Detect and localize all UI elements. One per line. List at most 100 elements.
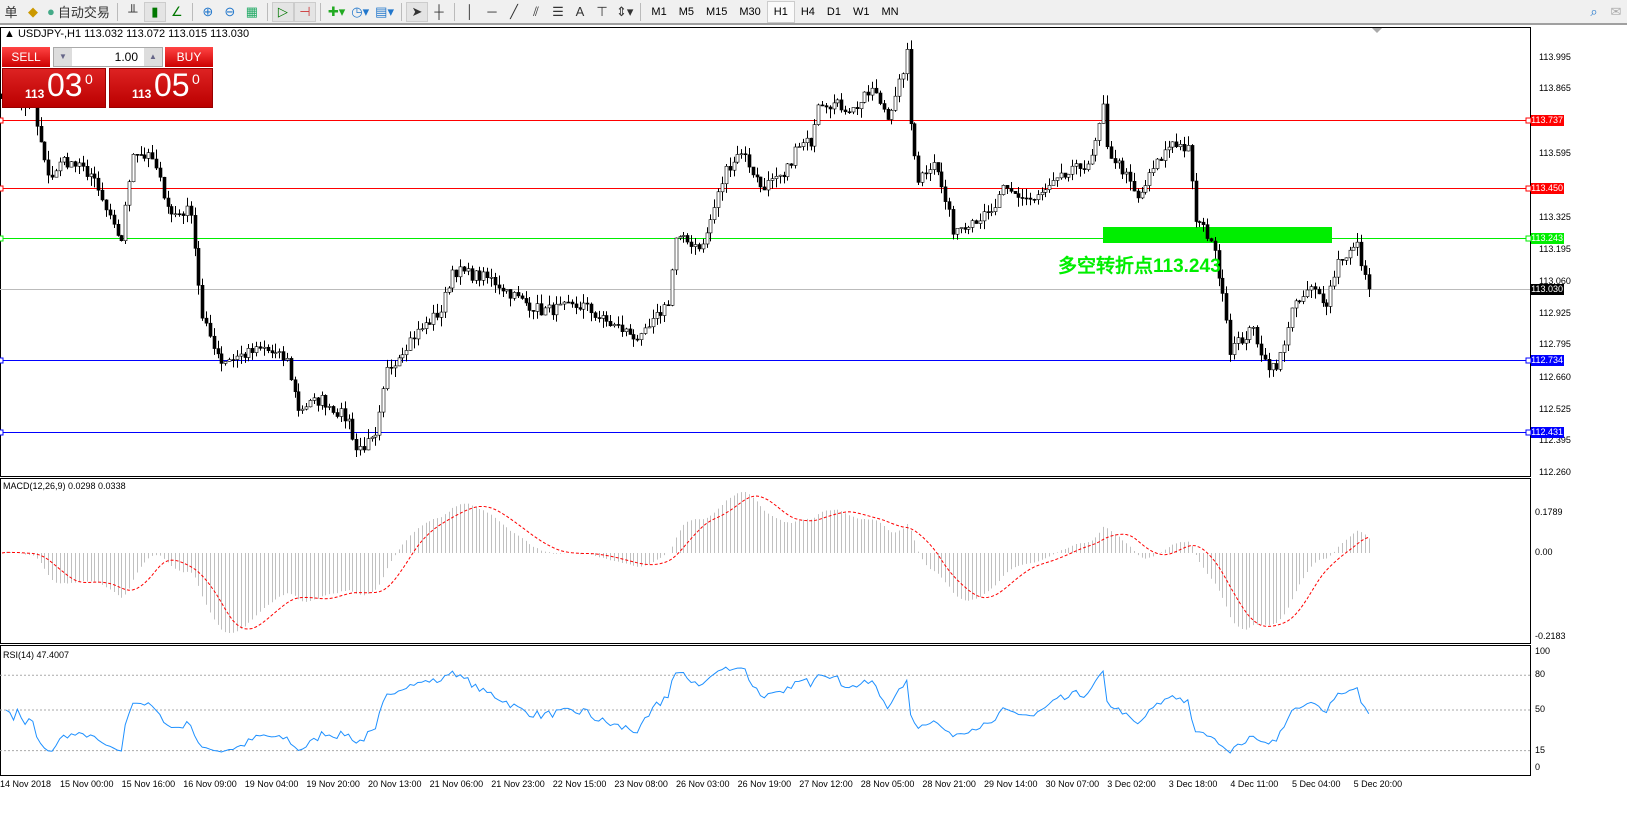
bear-candle bbox=[454, 269, 459, 278]
candlestick-icon[interactable]: ▮ bbox=[143, 1, 166, 22]
time-tick: 29 Nov 14:00 bbox=[984, 779, 1038, 789]
bear-candle bbox=[189, 205, 194, 216]
divider bbox=[640, 2, 642, 21]
buy-button[interactable]: BUY bbox=[165, 47, 213, 67]
lot-decrease-button[interactable]: ▼ bbox=[54, 48, 72, 66]
timeframe-m30[interactable]: M30 bbox=[739, 5, 761, 18]
bull-candle bbox=[404, 350, 409, 356]
bull-candle bbox=[708, 219, 713, 234]
sell-price-button[interactable]: 113 03 0 bbox=[2, 67, 106, 108]
bull-candle bbox=[1294, 300, 1299, 309]
text-icon[interactable]: A bbox=[575, 4, 585, 19]
search-icon[interactable]: ⌕ bbox=[1590, 3, 1598, 19]
menu-fragment[interactable]: 单 bbox=[4, 5, 18, 20]
lot-size-input[interactable]: ▼ 1.00 ▲ bbox=[53, 47, 163, 67]
bull-candle bbox=[397, 357, 402, 367]
bull-candle bbox=[805, 137, 810, 143]
timeframe-m1[interactable]: M1 bbox=[651, 5, 667, 18]
timeframe-d1[interactable]: D1 bbox=[826, 5, 841, 18]
bull-candle bbox=[1059, 172, 1064, 179]
bear-candle bbox=[335, 412, 340, 417]
pivot-zone-rectangle bbox=[1103, 227, 1332, 243]
price-tick: 113.195 bbox=[1539, 243, 1571, 254]
bear-candle bbox=[631, 334, 636, 340]
bull-candle bbox=[308, 400, 313, 408]
bull-candle bbox=[732, 161, 737, 171]
sell-button[interactable]: SELL bbox=[2, 47, 50, 67]
bear-candle bbox=[470, 268, 475, 281]
bear-candle bbox=[943, 186, 948, 202]
bull-candle bbox=[366, 438, 371, 451]
zoom-in-icon[interactable]: ⊕ bbox=[202, 3, 214, 19]
bear-candle bbox=[1217, 250, 1222, 279]
arrows-icon[interactable]: ⇕▾ bbox=[615, 3, 634, 19]
bull-candle bbox=[1101, 103, 1106, 124]
profile-icon[interactable]: ◆ bbox=[28, 3, 38, 19]
bull-candle bbox=[1086, 163, 1091, 170]
bull-candle bbox=[1140, 191, 1145, 199]
bull-candle bbox=[959, 227, 964, 229]
bear-candle bbox=[1105, 103, 1110, 148]
bull-candle bbox=[439, 311, 444, 318]
chat-icon[interactable]: ✉ bbox=[1610, 3, 1622, 19]
bull-candle bbox=[1328, 285, 1333, 307]
buy-price-button[interactable]: 113 05 0 bbox=[109, 67, 213, 108]
trendline-icon[interactable]: ╱ bbox=[510, 3, 518, 19]
vertical-line-icon[interactable]: │ bbox=[465, 4, 475, 19]
bull-candle bbox=[512, 292, 517, 299]
timeframe-w1[interactable]: W1 bbox=[852, 5, 870, 18]
bull-candle bbox=[1344, 257, 1349, 261]
rsi-line bbox=[5, 666, 1370, 754]
sell-price-fraction: 0 bbox=[85, 71, 93, 87]
bear-candle bbox=[755, 174, 760, 178]
cursor-icon[interactable]: ➤ bbox=[405, 1, 428, 22]
bar-chart-icon[interactable]: ╨ bbox=[128, 4, 138, 19]
bull-candle bbox=[254, 346, 259, 353]
line-chart-icon[interactable]: ∠ bbox=[171, 3, 183, 19]
bear-candle bbox=[1363, 265, 1368, 275]
text-label-icon[interactable]: ⊤ bbox=[596, 3, 608, 19]
bear-candle bbox=[1013, 191, 1018, 194]
bear-candle bbox=[874, 87, 879, 94]
timeframe-h1[interactable]: H1 bbox=[766, 0, 795, 23]
timeframe-m5[interactable]: M5 bbox=[678, 5, 694, 18]
bear-candle bbox=[628, 328, 633, 335]
lot-value[interactable]: 1.00 bbox=[114, 50, 138, 64]
bear-candle bbox=[666, 304, 671, 307]
tile-windows-icon[interactable]: ▦ bbox=[245, 3, 259, 19]
equidistant-channel-icon[interactable]: ⫽ bbox=[533, 3, 539, 19]
bull-candle bbox=[1055, 177, 1060, 181]
bear-candle bbox=[65, 157, 70, 168]
periods-icon[interactable]: ◷▾ bbox=[351, 3, 370, 19]
divider bbox=[266, 2, 268, 21]
bull-candle bbox=[862, 91, 867, 103]
bear-candle bbox=[73, 161, 78, 167]
lot-increase-button[interactable]: ▲ bbox=[144, 48, 162, 66]
bull-candle bbox=[481, 271, 486, 281]
bull-candle bbox=[1155, 158, 1160, 169]
bear-candle bbox=[527, 302, 532, 311]
bull-candle bbox=[420, 328, 425, 330]
crosshair-icon[interactable]: ┼ bbox=[434, 4, 444, 19]
horizontal-line-icon[interactable]: ─ bbox=[487, 4, 497, 19]
bull-candle bbox=[1290, 307, 1295, 328]
timeframe-m15[interactable]: M15 bbox=[705, 5, 728, 18]
bull-candle bbox=[173, 213, 178, 216]
bear-candle bbox=[362, 446, 367, 451]
bull-candle bbox=[928, 169, 933, 174]
timeframe-mn[interactable]: MN bbox=[881, 5, 899, 18]
bear-candle bbox=[50, 174, 55, 178]
bull-candle bbox=[227, 359, 232, 362]
chart-shift-icon[interactable]: ⊣ bbox=[293, 1, 316, 22]
zoom-out-icon[interactable]: ⊖ bbox=[224, 3, 236, 19]
indicators-icon[interactable]: ✚▾ bbox=[327, 3, 346, 19]
timeframe-h4[interactable]: H4 bbox=[800, 5, 815, 18]
fibonacci-icon[interactable]: ☰ bbox=[552, 3, 564, 19]
auto-scroll-icon[interactable]: ▷ bbox=[271, 1, 294, 22]
auto-trading-button[interactable]: ● 自动交易 bbox=[44, 2, 113, 22]
bear-candle bbox=[266, 346, 271, 351]
templates-icon[interactable]: ▤▾ bbox=[375, 3, 394, 19]
bull-candle bbox=[1090, 154, 1095, 165]
bull-candle bbox=[1117, 160, 1122, 164]
